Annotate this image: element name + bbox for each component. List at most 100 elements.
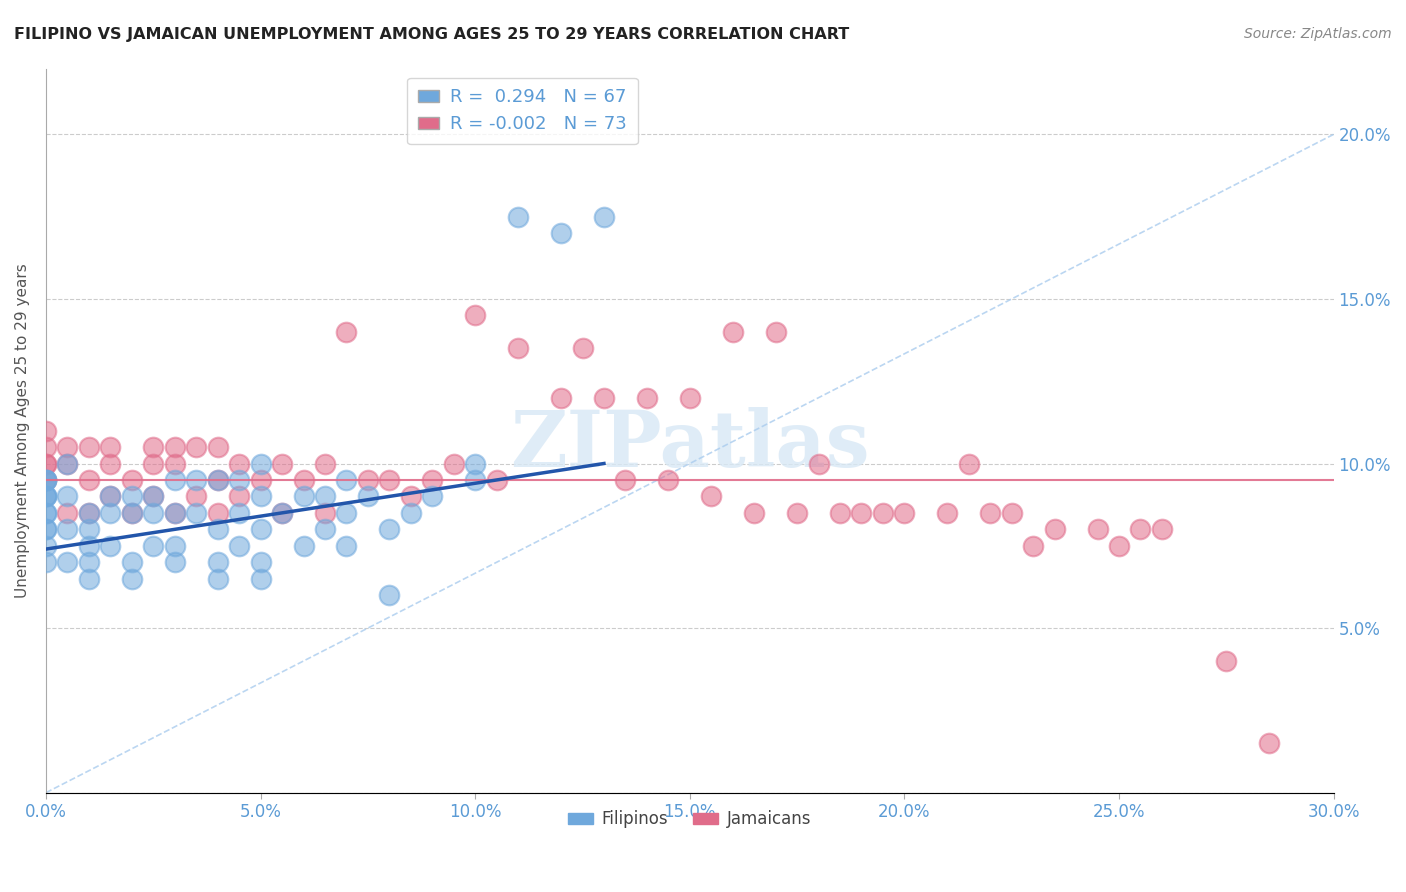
Point [228,506,250,520]
Point [186,440,208,454]
Point [98,440,121,454]
Point [207,572,229,586]
Point [121,572,143,586]
Point [35,473,58,487]
Point [828,506,851,520]
Point [35,506,58,520]
Point [1087,522,1109,536]
Point [121,506,143,520]
Point [420,473,443,487]
Point [163,473,186,487]
Point [786,506,808,520]
Point [249,572,271,586]
Point [893,506,915,520]
Point [35,555,58,569]
Point [314,522,336,536]
Point [1129,522,1152,536]
Point [335,539,357,553]
Point [56,506,79,520]
Point [163,539,186,553]
Point [121,555,143,569]
Point [35,473,58,487]
Point [1258,736,1281,750]
Point [571,341,593,355]
Point [593,210,616,224]
Point [77,506,100,520]
Point [1001,506,1024,520]
Point [163,506,186,520]
Point [98,490,121,504]
Point [378,522,401,536]
Point [249,555,271,569]
Point [765,325,787,339]
Point [1150,522,1173,536]
Point [142,490,165,504]
Point [35,506,58,520]
Point [98,506,121,520]
Point [56,555,79,569]
Point [485,473,508,487]
Point [77,440,100,454]
Point [550,391,572,405]
Point [357,490,380,504]
Point [142,506,165,520]
Point [142,539,165,553]
Text: ZIPatlas: ZIPatlas [510,407,870,483]
Point [614,473,637,487]
Point [464,309,486,323]
Point [742,506,765,520]
Point [271,506,294,520]
Point [77,473,100,487]
Point [1108,539,1130,553]
Point [121,473,143,487]
Point [228,490,250,504]
Point [314,506,336,520]
Point [56,440,79,454]
Point [142,490,165,504]
Point [335,473,357,487]
Point [186,490,208,504]
Point [249,473,271,487]
Point [271,457,294,471]
Point [56,457,79,471]
Point [35,440,58,454]
Point [314,490,336,504]
Point [357,473,380,487]
Point [851,506,873,520]
Point [228,457,250,471]
Point [335,506,357,520]
Point [35,490,58,504]
Point [77,555,100,569]
Point [1043,522,1066,536]
Point [464,473,486,487]
Point [979,506,1001,520]
Point [35,522,58,536]
Point [163,457,186,471]
Y-axis label: Unemployment Among Ages 25 to 29 years: Unemployment Among Ages 25 to 29 years [15,263,30,598]
Point [936,506,959,520]
Point [207,522,229,536]
Point [56,522,79,536]
Point [35,424,58,438]
Point [271,506,294,520]
Point [550,226,572,240]
Point [249,457,271,471]
Point [56,457,79,471]
Point [228,473,250,487]
Point [142,440,165,454]
Point [142,457,165,471]
Point [679,391,702,405]
Point [207,473,229,487]
Point [121,490,143,504]
Point [314,457,336,471]
Point [228,539,250,553]
Point [35,490,58,504]
Point [56,490,79,504]
Point [657,473,679,487]
Text: FILIPINO VS JAMAICAN UNEMPLOYMENT AMONG AGES 25 TO 29 YEARS CORRELATION CHART: FILIPINO VS JAMAICAN UNEMPLOYMENT AMONG … [14,27,849,42]
Point [378,588,401,602]
Point [121,506,143,520]
Point [163,506,186,520]
Point [35,473,58,487]
Text: Source: ZipAtlas.com: Source: ZipAtlas.com [1244,27,1392,41]
